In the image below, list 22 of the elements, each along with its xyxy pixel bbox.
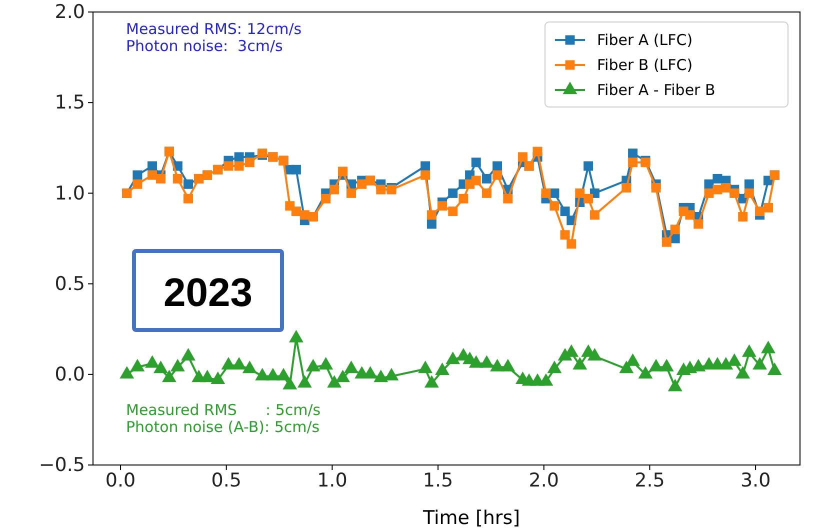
legend-label: Fiber A - Fiber B bbox=[597, 81, 716, 99]
x-axis-title: Time [hrs] bbox=[422, 507, 520, 529]
x-tick-label: 0.5 bbox=[211, 469, 242, 492]
y-tick-label: 0.5 bbox=[54, 272, 85, 295]
legend-label: Fiber B (LFC) bbox=[597, 56, 693, 74]
y-tick-label: 1.0 bbox=[54, 182, 85, 204]
x-tick-label: 1.5 bbox=[422, 469, 454, 492]
y-tick-label: 2.0 bbox=[54, 1, 85, 24]
annotation: 2023 bbox=[164, 271, 252, 315]
y-tick-label: 0.0 bbox=[54, 363, 85, 386]
x-tick-label: 2.5 bbox=[634, 469, 665, 492]
y-tick-label: −0.5 bbox=[38, 454, 85, 476]
legend-label: Fiber A (LFC) bbox=[597, 31, 693, 49]
annotation: Photon noise (A-B): 5cm/s bbox=[126, 418, 320, 436]
x-tick-label: 2.0 bbox=[528, 469, 559, 492]
annotation: Measured RMS: 12cm/s bbox=[126, 20, 302, 38]
annotation: Measured RMS : 5cm/s bbox=[126, 401, 321, 419]
y-tick-label: 1.5 bbox=[54, 92, 85, 114]
x-tick-label: 3.0 bbox=[740, 469, 771, 492]
annotation: Photon noise: 3cm/s bbox=[126, 37, 284, 55]
x-tick-label: 0.0 bbox=[105, 469, 136, 492]
x-tick-label: 1.0 bbox=[317, 469, 348, 492]
